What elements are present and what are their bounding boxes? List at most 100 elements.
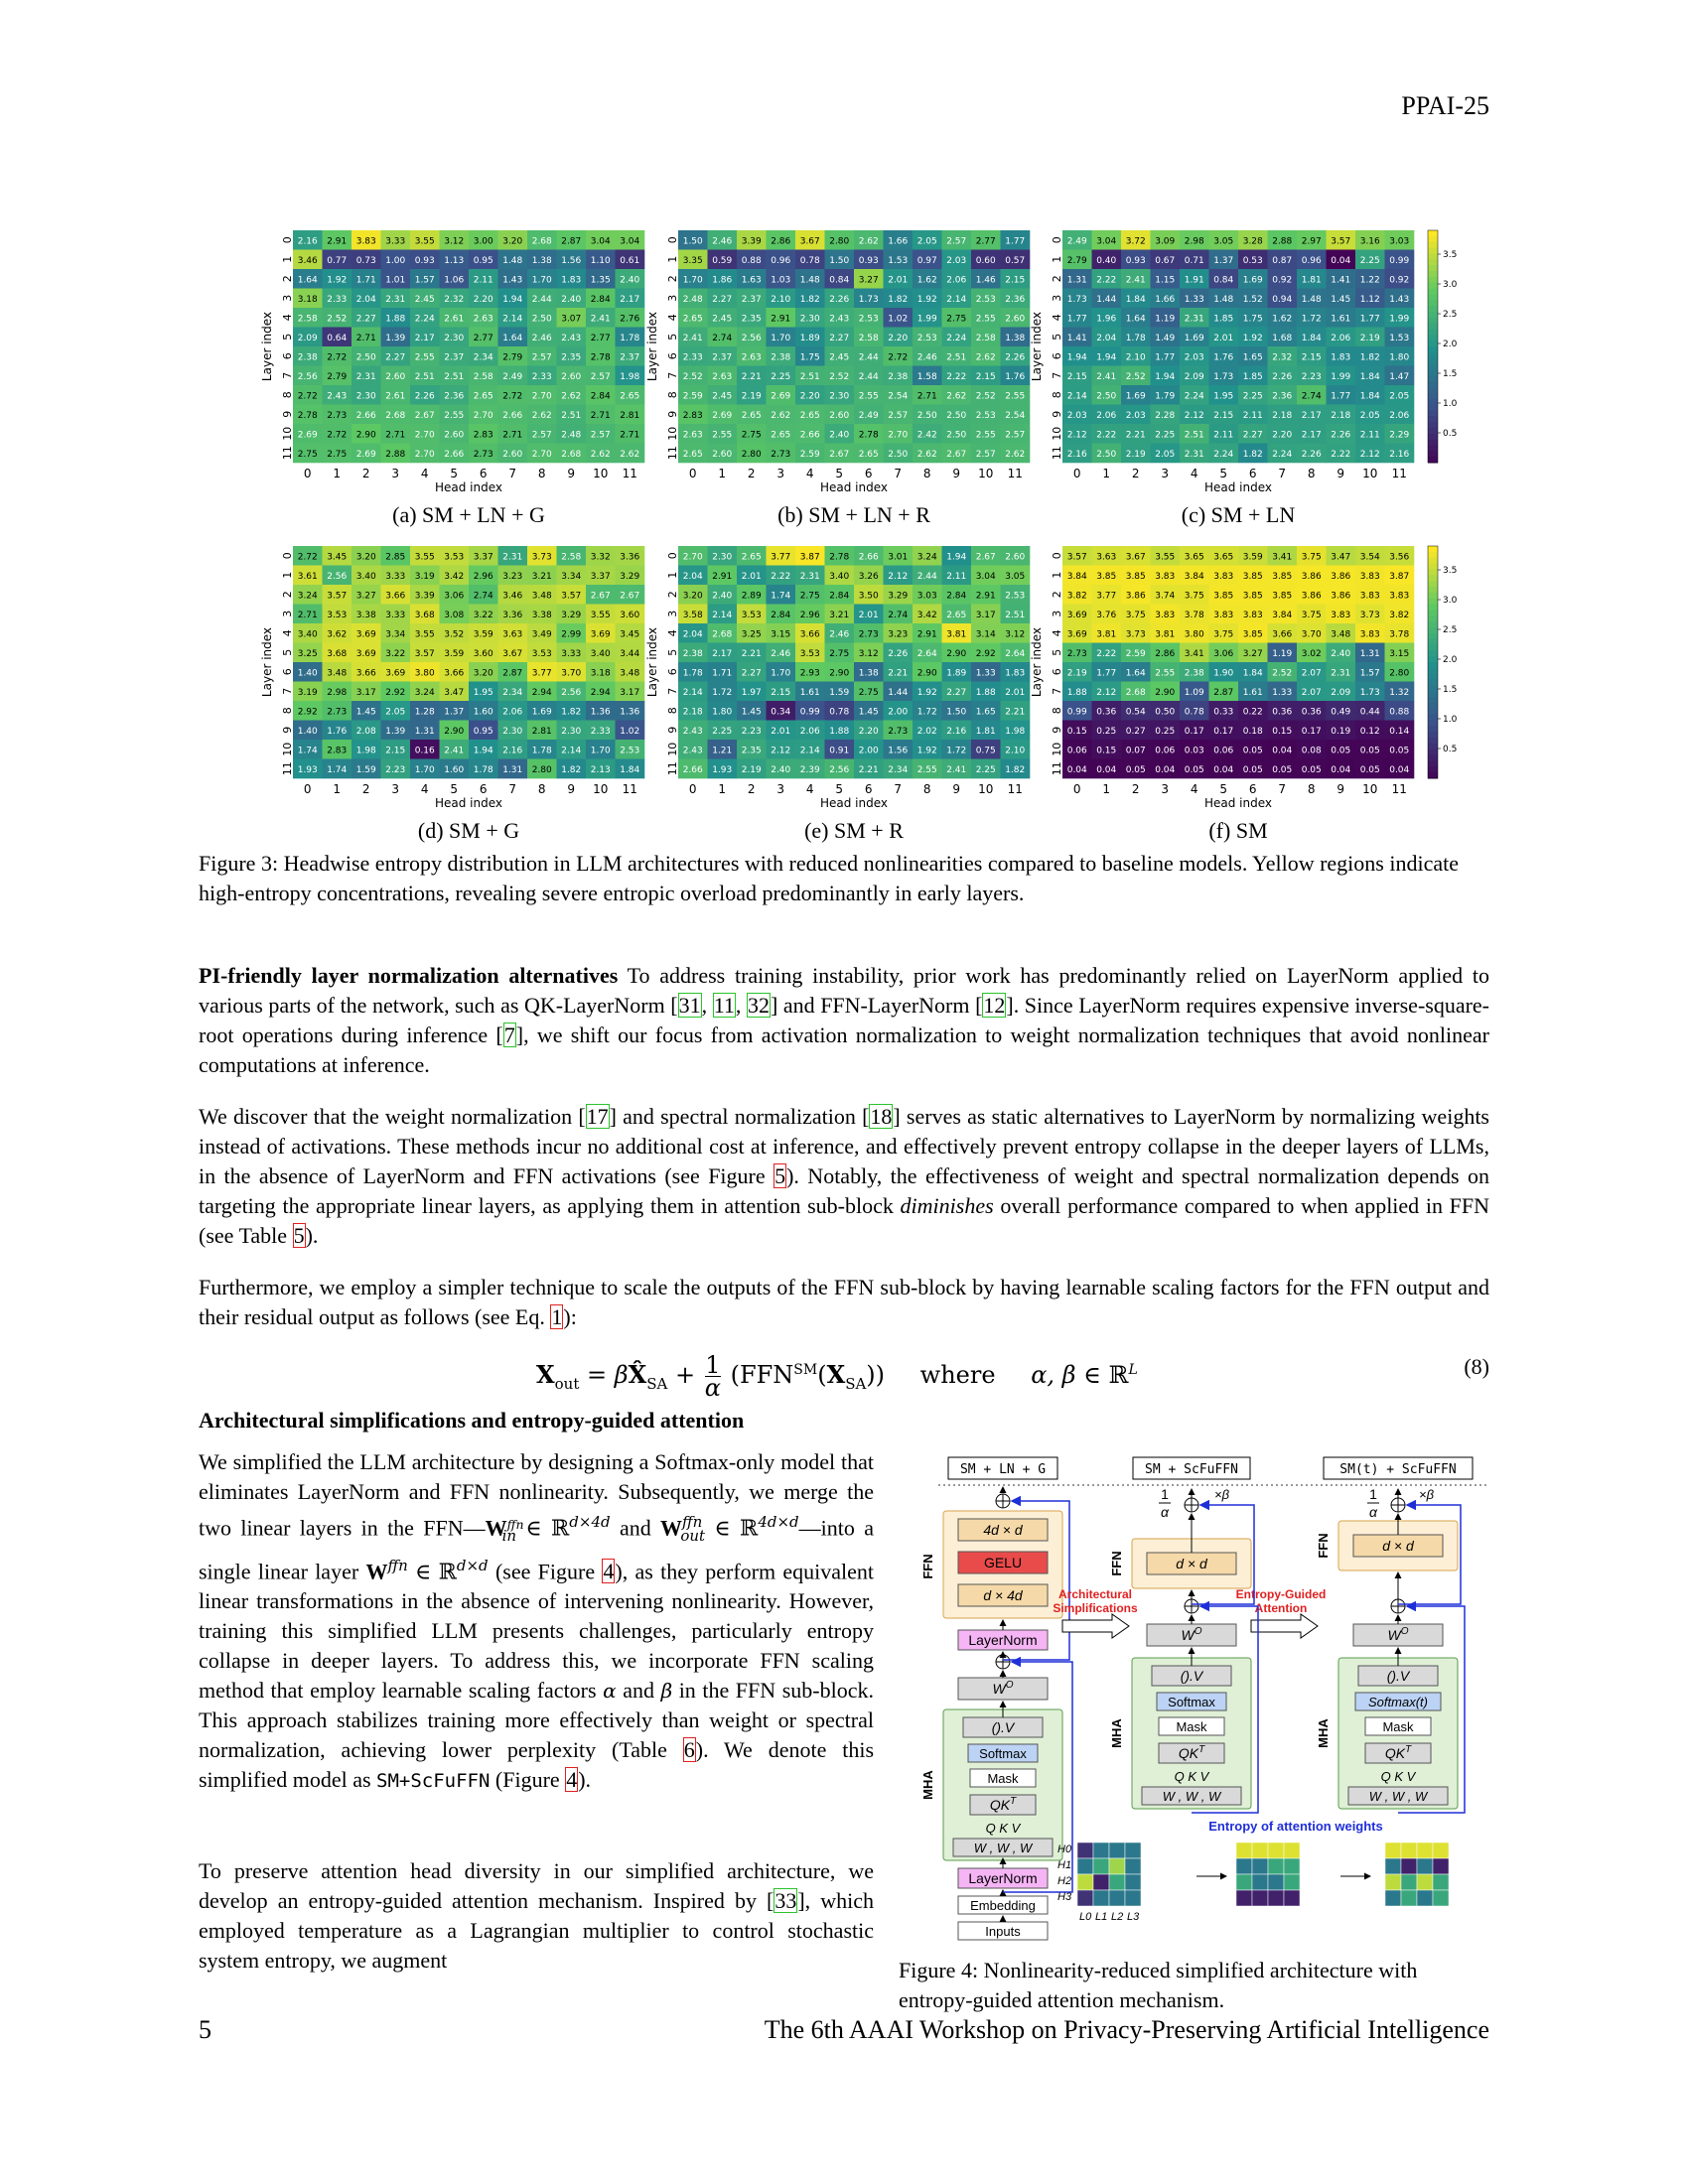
x-tick-label: 6 [1249,782,1257,796]
figure-link[interactable]: 4 [602,1559,616,1584]
heatmap-cell-value: 2.90 [829,668,849,678]
heatmap-cell-value: 1.77 [1096,668,1116,678]
citation-link[interactable]: 18 [869,1104,894,1129]
heatmap-cell [497,758,528,779]
x-tick-label: 3 [1161,782,1169,796]
heatmap-cell [707,681,738,702]
heatmap-cell-value: 2.06 [1389,411,1409,421]
y-tick-label: 0 [281,552,294,559]
heatmap-cell-value: 3.15 [771,629,790,639]
x-tick-label: 10 [978,782,993,796]
simplified-architecture: 1α ×β FFN d × d WO MHA ().V Softmax Mask… [1109,1486,1259,1814]
heatmap-cell-value: 3.74 [1155,591,1175,601]
heatmap-cell-value: 3.19 [415,572,435,582]
table-link[interactable]: 5 [292,1223,306,1248]
heatmap-cell [586,385,616,405]
heatmap-cell [1000,662,1031,682]
heatmap-cell-value: 0.05 [1185,765,1204,775]
table-link[interactable]: 6 [682,1737,696,1763]
citation-link[interactable]: 11 [712,993,736,1018]
heatmap-cell-value: 3.85 [1243,572,1263,582]
heatmap-cell [1062,740,1092,759]
entropy-matrix-baseline [1076,1842,1142,1907]
column-title-simplified: SM + ScFuFFN [1132,1456,1251,1480]
y-tick-label: 3 [281,295,294,302]
heatmap-cell-value: 0.94 [1272,295,1292,305]
heatmap-cell-value: 2.18 [1272,411,1292,421]
heatmap-cell [615,443,645,464]
heatmap-cell-value: 2.92 [385,688,405,698]
heatmap-cell-value: 2.27 [1243,430,1263,440]
heatmap-cell-value: 1.76 [1213,352,1233,362]
citation-link[interactable]: 32 [746,993,771,1018]
citation-link[interactable]: 12 [982,993,1007,1018]
figure-link[interactable]: 5 [774,1163,787,1188]
heatmap-cell [1000,585,1031,605]
heatmap-panel: 3.57 3.63 3.67 3.55 3.65 3.65 3.59 3.41 3.75 3.47… [993,542,1464,824]
citation-link[interactable]: 33 [774,1888,798,1913]
heatmap-cell [941,565,972,586]
heatmap-cell-value: 3.80 [415,668,435,678]
heatmap-cell-value: 1.58 [917,372,937,382]
heatmap-cell-value: 2.41 [683,334,703,343]
heatmap-cell [1000,758,1031,779]
heatmap-cell-value: 1.00 [385,256,405,266]
heatmap-cell-value: 3.62 [327,629,347,639]
x-tick-label: 6 [480,467,488,480]
y-tick-label: 6 [1051,352,1063,359]
heatmap-cell-value: 1.57 [1360,668,1380,678]
heatmap-cell-value: 0.17 [1213,727,1233,737]
heatmap-cell [1384,424,1415,444]
heatmap-cell [1121,365,1151,386]
heatmap-cell [1267,604,1298,624]
heatmap-cell-value: 2.34 [474,352,493,362]
heatmap-cell-value: 1.46 [976,275,996,285]
heatmap-cell [439,365,470,386]
heatmap-cell-value: 2.42 [917,430,937,440]
heatmap-cell-value: 0.33 [1213,707,1233,717]
heatmap-cell-value: 2.25 [712,727,732,737]
heatmap-cell-value: 0.05 [1331,746,1350,755]
figure4-text: Nonlinearity-reduced simplified architec… [899,1958,1418,2012]
heatmap-cell [439,642,470,663]
y-tick-label: 0 [666,236,679,243]
heatmap-cell [497,249,528,270]
heatmap-cell [1150,642,1181,663]
heatmap-cell-value: 2.46 [917,352,937,362]
y-tick-label: 10 [281,427,294,441]
heatmap-cell-value: 3.70 [1302,629,1322,639]
heatmap-cell-value: 3.61 [298,572,318,582]
heatmap-cell [469,346,498,366]
heatmap-cell [527,681,557,702]
heatmap-cell [824,308,855,328]
model-name: SM+ScFuFFN [376,1770,491,1793]
heatmap-cell-value: 1.61 [1331,314,1350,324]
equation-link[interactable]: 1 [550,1304,564,1329]
citation-link[interactable]: 17 [585,1104,610,1129]
x-tick-label: 3 [1161,467,1169,480]
heatmap-cell [380,585,411,605]
x-tick-label: 4 [1191,782,1198,796]
heatmap-cell-value: 2.71 [917,391,937,401]
x-tick-label: 4 [421,467,429,480]
heatmap-cell [469,681,498,702]
heatmap-cell-value: 2.62 [620,450,639,460]
heatmap-cell-value: 2.31 [356,372,376,382]
heatmap-cell-value: 1.78 [620,334,639,343]
heatmap-cell-value: 2.56 [561,688,581,698]
heatmap-cell-value: 1.86 [712,275,732,285]
heatmap-cell [556,565,587,586]
heatmap-cell [1297,404,1327,425]
x-axis-label: Head index [1204,796,1272,810]
mha-label: MHA [1316,1718,1331,1748]
heatmap-cell [380,443,411,464]
heatmap-cell-value: 2.34 [502,688,522,698]
citation-link[interactable]: 7 [502,1023,516,1047]
text: (see Figure [488,1559,603,1584]
x-tick-label: 9 [952,467,960,480]
citation-link[interactable]: 31 [677,993,702,1018]
heatmap-cell [1355,546,1385,566]
heatmap-cell [1150,327,1181,347]
heatmap-cell [439,758,470,779]
figure-link[interactable]: 4 [565,1767,579,1793]
